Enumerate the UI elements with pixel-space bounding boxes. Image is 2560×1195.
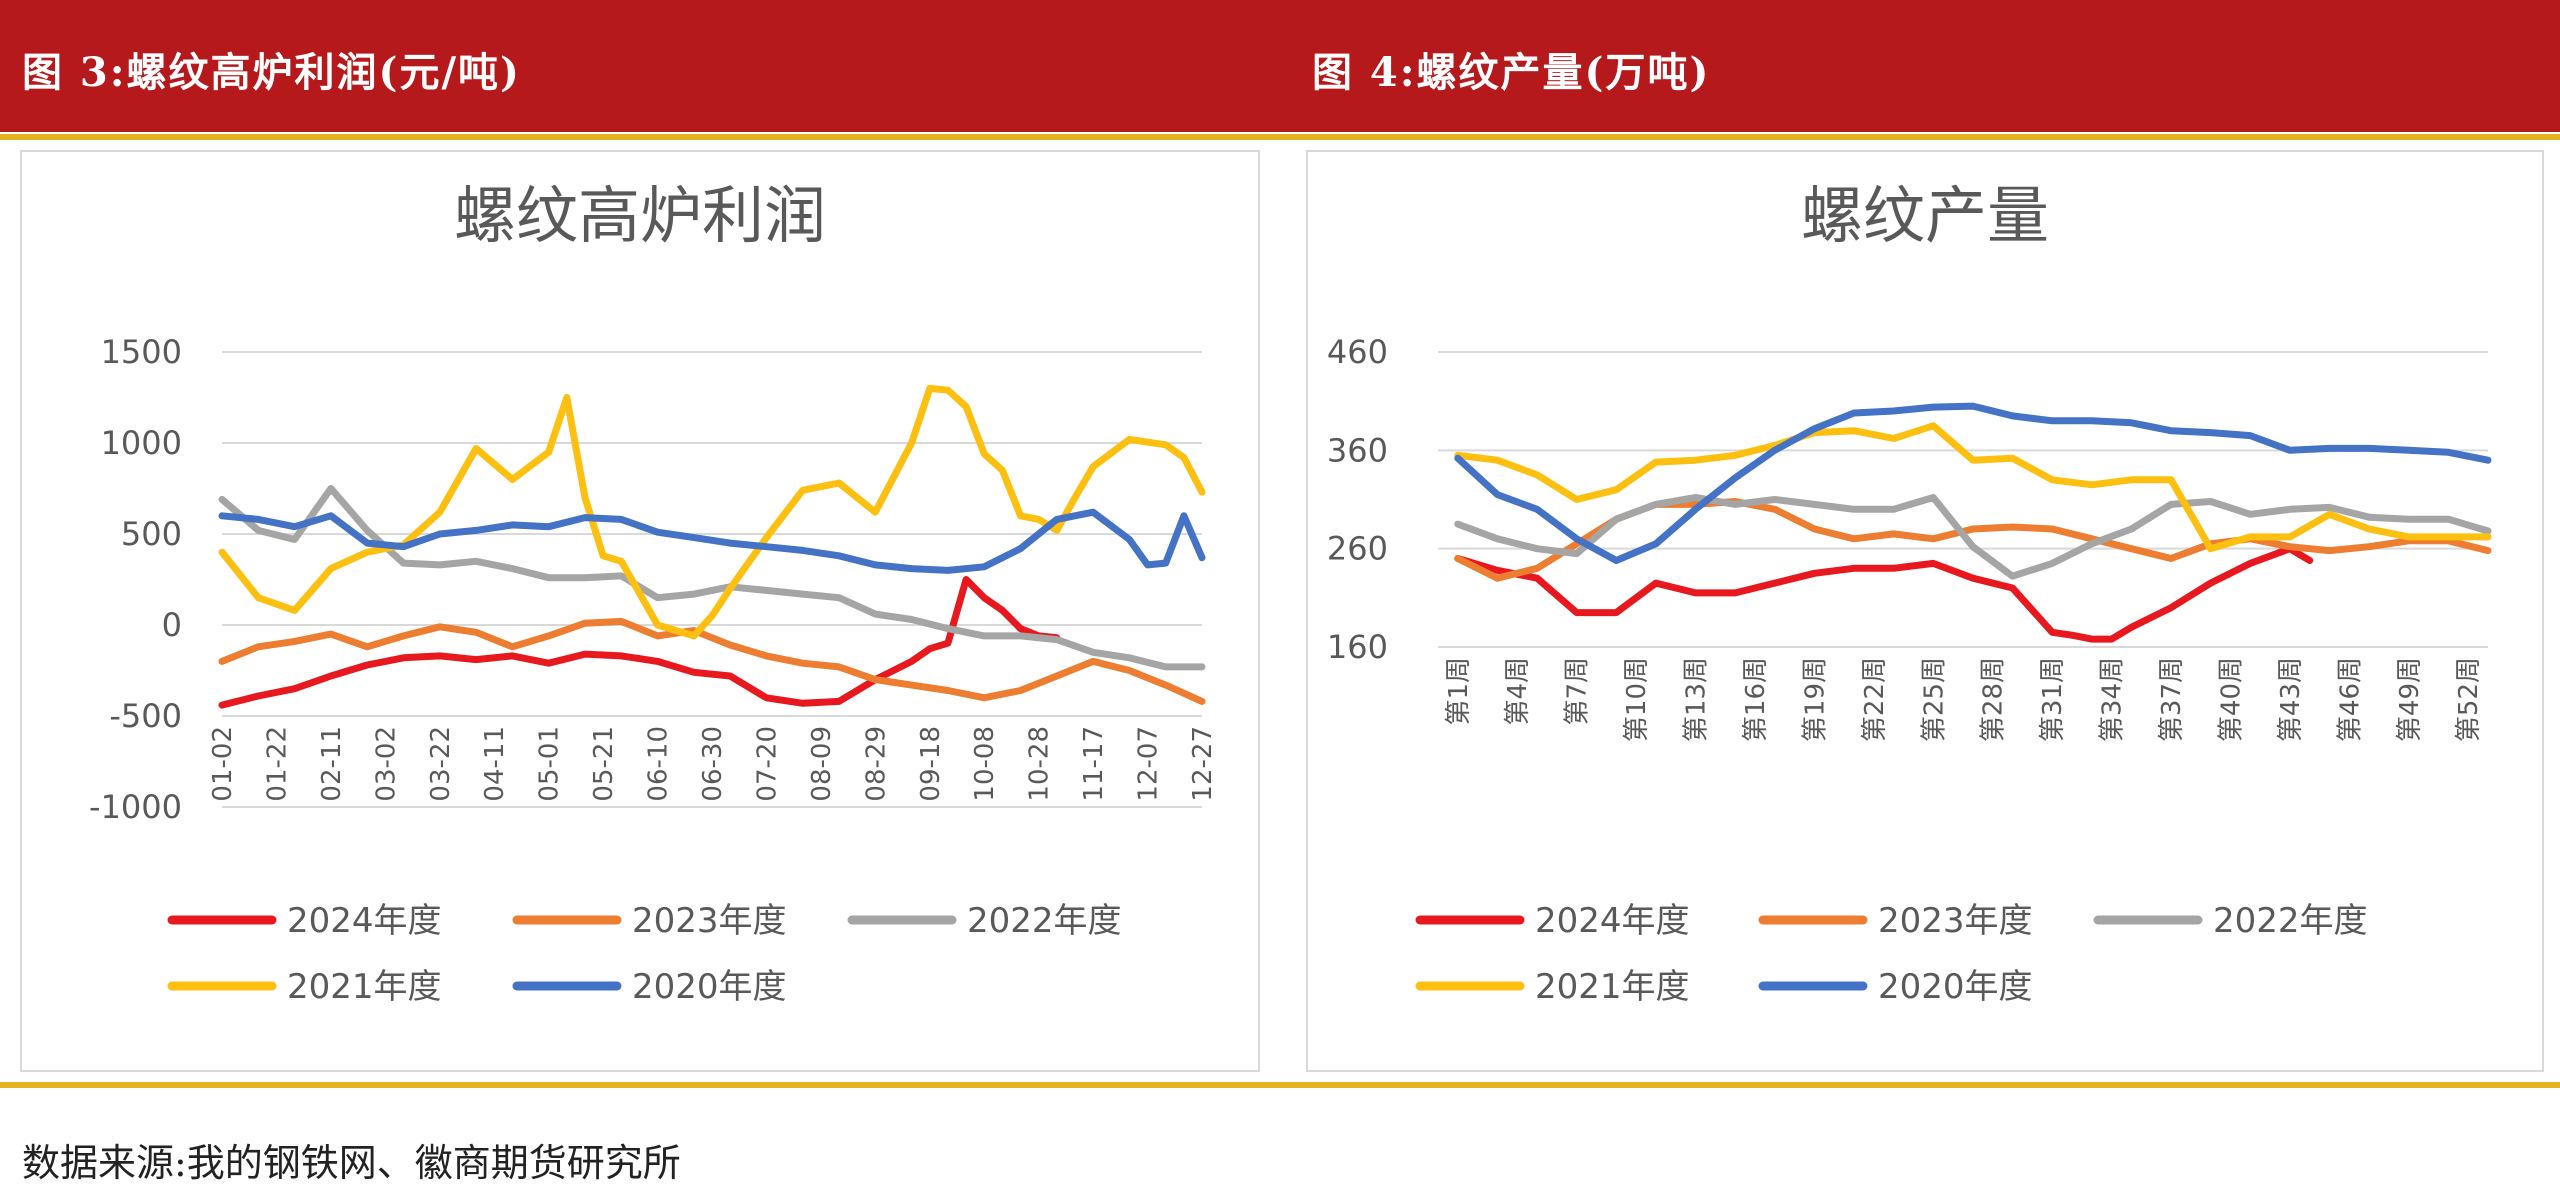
chart-output: 螺纹产量 160 260 360 460 第1周 第4周 第7周 第10周 第13周 第16周 第19… <box>1327 179 2492 1007</box>
x-tick-label: 07-20 <box>752 726 782 802</box>
series-line-2020 <box>218 508 1206 574</box>
x-tick-label: 第52周 <box>2454 657 2484 742</box>
x-tick-label: 01-02 <box>208 726 238 802</box>
x-tick-label: 第10周 <box>1622 657 1652 742</box>
legend-label-2021: 2021年度 <box>1535 967 1690 1007</box>
legend-label-2023: 2023年度 <box>632 901 787 941</box>
x-tick-label: 03-22 <box>426 726 456 802</box>
x-tick-label: 第25周 <box>1919 657 1949 742</box>
y-tick-label: 1000 <box>101 424 182 462</box>
x-tick-label: 第28周 <box>1979 657 2009 742</box>
x-tick-label: 第1周 <box>1444 657 1474 726</box>
x-tick-label: 第13周 <box>1682 657 1712 742</box>
x-tick-label: 02-11 <box>317 726 347 802</box>
x-tick-label: 06-30 <box>698 726 728 802</box>
y-tick-label: 160 <box>1327 628 1388 666</box>
figure-4-title: 图 4:螺纹产量(万吨) <box>1312 49 1711 96</box>
x-tick-label: 10-28 <box>1025 726 1055 802</box>
series-line-2021 <box>1454 422 2492 553</box>
chart-panel-output: 螺纹产量 160 260 360 460 第1周 第4周 第7周 第10周 第13周 第16周 第19… <box>1306 150 2544 1072</box>
legend-label-2022: 2022年度 <box>2213 901 2368 941</box>
x-tick-label: 第4周 <box>1503 657 1533 726</box>
legend-label-2020: 2020年度 <box>632 967 787 1007</box>
series-line-2024 <box>218 576 1061 709</box>
header-gold-divider <box>0 134 2560 140</box>
legend-label-2024: 2024年度 <box>1535 901 1690 941</box>
series-line-2022 <box>1454 494 2492 580</box>
series-line-2021 <box>218 384 1206 640</box>
source-note: 数据来源:我的钢铁网、徽商期货研究所 <box>22 1141 681 1185</box>
header-bar <box>0 0 2560 132</box>
chart-title: 螺纹高炉利润 <box>454 179 826 252</box>
x-tick-label: 第40周 <box>2216 657 2246 742</box>
x-tick-label: 12-07 <box>1134 726 1164 802</box>
x-tick-label: 01-22 <box>262 726 292 802</box>
x-tick-label: 第22周 <box>1860 657 1890 742</box>
series-line-2020 <box>1454 402 2492 564</box>
x-tick-label: 09-18 <box>916 726 946 802</box>
y-tick-label: -500 <box>109 697 182 735</box>
x-tick-label: 12-27 <box>1188 726 1218 802</box>
x-tick-label: 03-02 <box>371 726 401 802</box>
x-tick-label: 08-09 <box>807 726 837 802</box>
y-tick-label: -1000 <box>89 788 182 826</box>
y-tick-label: 360 <box>1327 431 1388 469</box>
y-tick-label: 500 <box>121 515 182 553</box>
x-tick-label: 第37周 <box>2157 657 2187 742</box>
x-tick-label: 第34周 <box>2098 657 2128 742</box>
x-tick-label: 第43周 <box>2276 657 2306 742</box>
series-line-2023 <box>218 617 1206 705</box>
chart-profit: 螺纹高炉利润 -1000 -500 0 500 1000 1500 01-02 01-22 02-… <box>89 179 1218 1007</box>
legend-label-2023: 2023年度 <box>1878 901 2033 941</box>
y-tick-label: 260 <box>1327 530 1388 568</box>
x-tick-label: 第31周 <box>2038 657 2068 742</box>
y-tick-label: 460 <box>1327 333 1388 371</box>
figure-3-title: 图 3:螺纹高炉利润(元/吨) <box>22 49 521 96</box>
legend-label-2021: 2021年度 <box>287 967 442 1007</box>
series-line-2024 <box>1454 545 2314 643</box>
legend-label-2020: 2020年度 <box>1878 967 2033 1007</box>
legend-label-2024: 2024年度 <box>287 901 442 941</box>
x-tick-label: 第46周 <box>2335 657 2365 742</box>
y-tick-label: 0 <box>162 606 182 644</box>
x-tick-label: 04-11 <box>480 726 510 802</box>
x-tick-label: 11-17 <box>1079 726 1109 802</box>
x-tick-label: 05-21 <box>589 726 619 802</box>
x-tick-label: 第7周 <box>1563 657 1593 726</box>
x-tick-label: 05-01 <box>535 726 565 802</box>
x-tick-label: 第16周 <box>1741 657 1771 742</box>
legend-label-2022: 2022年度 <box>967 901 1122 941</box>
footer-gold-divider <box>0 1082 2560 1088</box>
x-tick-label: 08-29 <box>861 726 891 802</box>
y-tick-label: 1500 <box>101 333 182 371</box>
x-tick-label: 第49周 <box>2395 657 2425 742</box>
x-tick-label: 06-10 <box>644 726 674 802</box>
chart-title: 螺纹产量 <box>1801 179 2049 252</box>
chart-panel-profit: 螺纹高炉利润 -1000 -500 0 500 1000 1500 01-02 01-22 02-… <box>20 150 1260 1072</box>
x-tick-label: 10-08 <box>970 726 1000 802</box>
x-tick-label: 第19周 <box>1800 657 1830 742</box>
